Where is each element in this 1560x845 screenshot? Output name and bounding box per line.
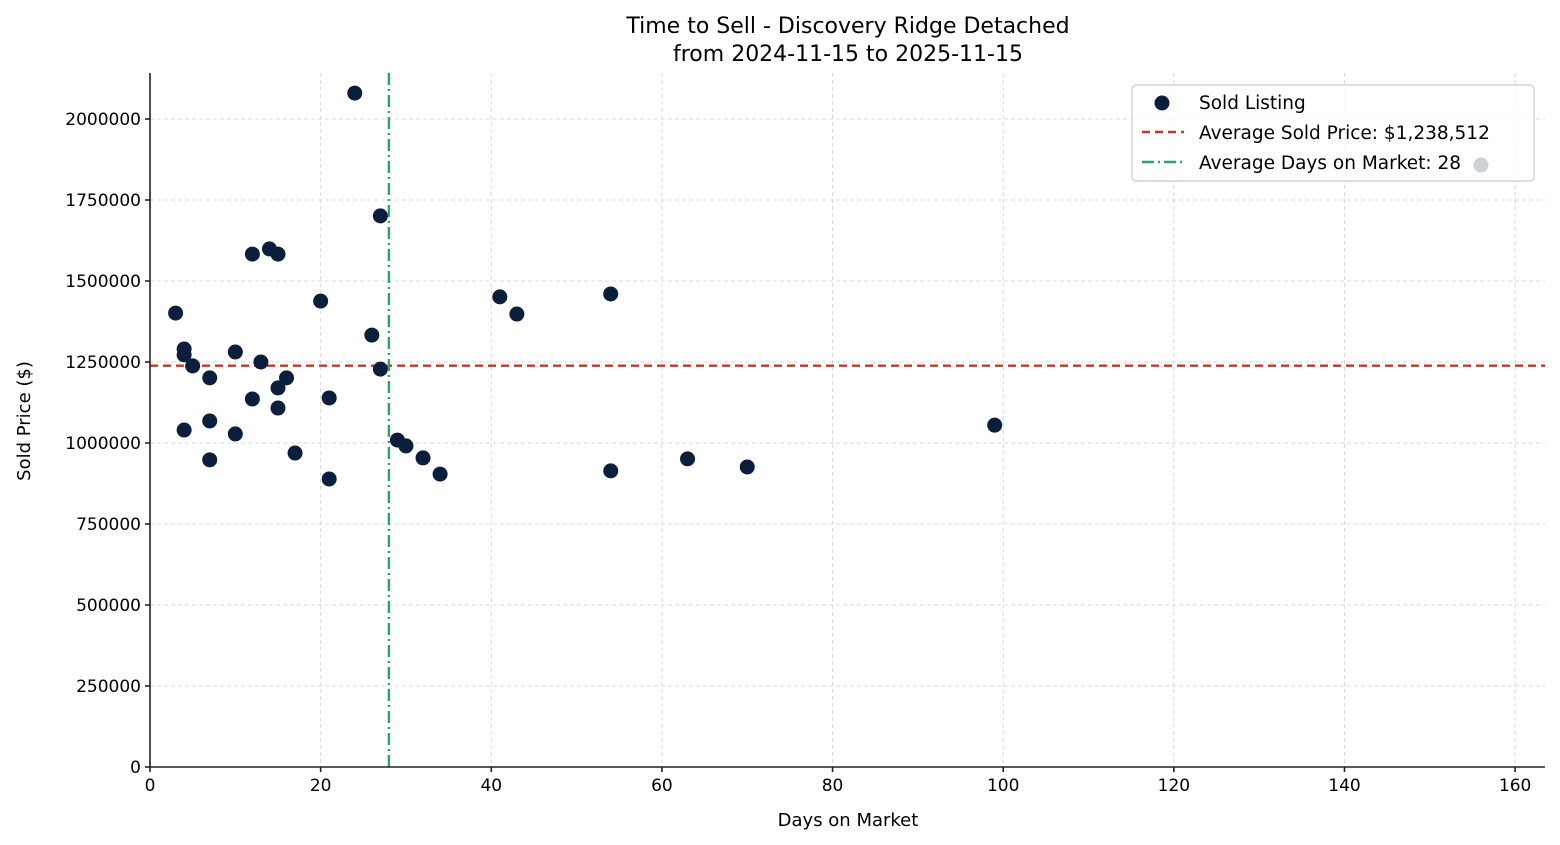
data-point — [432, 466, 448, 482]
data-point — [492, 289, 508, 305]
data-point — [398, 438, 414, 454]
x-tick-label: 60 — [651, 776, 673, 796]
data-point — [202, 452, 218, 468]
data-point — [176, 422, 192, 438]
data-point — [372, 361, 388, 377]
data-point — [244, 246, 260, 262]
data-point — [287, 445, 303, 461]
legend-box — [1131, 84, 1535, 182]
reference-lines — [150, 73, 1545, 767]
data-point — [168, 305, 184, 321]
data-point — [253, 354, 269, 370]
legend-label-avg-price: Average Sold Price: $1,238,512 — [1199, 123, 1490, 144]
y-tick-label: 0 — [130, 758, 141, 778]
y-tick-label: 1500000 — [65, 272, 141, 292]
y-tick-label: 1250000 — [65, 353, 141, 373]
y-tick-label: 750000 — [76, 515, 141, 535]
y-tick-label: 250000 — [76, 677, 141, 697]
data-point — [347, 85, 363, 101]
chart-title: Time to Sell - Discovery Ridge Detached — [625, 14, 1069, 39]
data-point — [603, 286, 619, 302]
data-point — [202, 370, 218, 386]
y-tick-label: 1000000 — [65, 434, 141, 454]
data-point — [415, 450, 431, 466]
data-point — [739, 459, 755, 475]
data-point — [987, 417, 1003, 433]
legend-marker-icon — [1154, 95, 1170, 111]
data-point — [227, 426, 243, 442]
data-point — [244, 391, 260, 407]
data-point — [270, 400, 286, 416]
data-point — [603, 463, 619, 479]
x-tick-label: 120 — [1158, 776, 1190, 796]
legend-label-avg-days: Average Days on Market: 28 — [1199, 153, 1461, 174]
data-point — [270, 246, 286, 262]
axes — [149, 73, 1545, 768]
data-point — [313, 293, 329, 309]
data-point — [185, 358, 201, 374]
y-axis-label: Sold Price ($) — [14, 361, 35, 481]
x-tick-label: 140 — [1328, 776, 1360, 796]
legend-label-sold: Sold Listing — [1199, 93, 1306, 114]
data-point — [176, 347, 192, 363]
data-point — [372, 208, 388, 224]
x-axis-label: Days on Market — [778, 810, 919, 831]
data-point — [227, 344, 243, 360]
x-tick-label: 20 — [310, 776, 332, 796]
x-tick-label: 160 — [1499, 776, 1531, 796]
x-tick-label: 100 — [987, 776, 1019, 796]
legend: Sold Listing Average Sold Price: $1,238,… — [1131, 84, 1535, 182]
y-tick-label: 1750000 — [65, 191, 141, 211]
data-point — [279, 370, 295, 386]
data-point — [364, 327, 380, 343]
y-tick-label: 2000000 — [65, 110, 141, 130]
data-point — [321, 390, 337, 406]
x-tick-label: 40 — [480, 776, 502, 796]
data-point — [321, 471, 337, 487]
data-points — [168, 85, 1489, 487]
data-point — [680, 451, 696, 467]
y-tick-label: 500000 — [76, 596, 141, 616]
x-tick-label: 0 — [145, 776, 156, 796]
data-point — [202, 413, 218, 429]
data-point — [270, 380, 286, 396]
x-tick-label: 80 — [822, 776, 844, 796]
tick-labels: 0 20 40 60 80 100 120 140 160 0 250000 500000 750000… — [65, 110, 1531, 796]
data-point — [509, 306, 525, 322]
chart-subtitle: from 2024-11-15 to 2025-11-15 — [673, 42, 1023, 67]
